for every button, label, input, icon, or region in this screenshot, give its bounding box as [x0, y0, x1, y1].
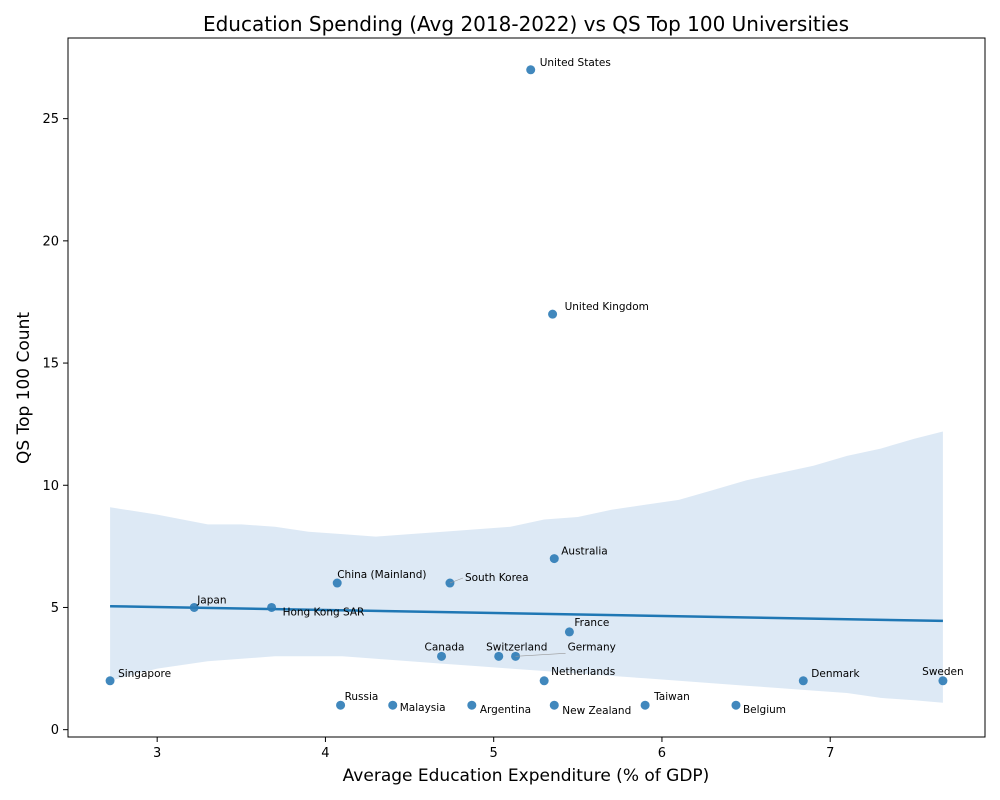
point-hong-kong-sar	[267, 602, 277, 612]
point-sweden	[938, 676, 948, 686]
x-tick-label: 4	[321, 746, 329, 761]
y-axis-label: QS Top 100 Count	[14, 312, 34, 464]
point-united-kingdom	[548, 309, 558, 319]
label-south-korea: South Korea	[465, 572, 529, 584]
label-canada: Canada	[425, 641, 465, 653]
point-taiwan	[640, 700, 650, 710]
x-axis-label: Average Education Expenditure (% of GDP)	[343, 766, 710, 786]
label-france: France	[574, 617, 609, 629]
label-china-mainland: China (Mainland)	[337, 569, 426, 581]
regression-line-layer	[110, 604, 943, 623]
point-china-mainland	[332, 578, 342, 588]
x-axis-ticks: 3 4 5 6 7	[153, 737, 834, 761]
y-tick-label: 5	[51, 601, 59, 616]
y-tick-label: 20	[42, 234, 59, 249]
regression-line	[110, 604, 943, 623]
point-netherlands	[539, 676, 549, 686]
point-argentina	[467, 700, 477, 710]
points-layer	[105, 65, 948, 710]
x-tick-label: 5	[490, 746, 498, 761]
label-australia: Australia	[561, 546, 607, 558]
label-sweden: Sweden	[922, 666, 964, 678]
label-singapore: Singapore	[118, 668, 171, 680]
point-australia	[549, 554, 559, 564]
y-tick-label: 10	[42, 479, 59, 494]
point-malaysia	[388, 700, 398, 710]
x-tick-label: 3	[153, 746, 161, 761]
point-canada	[437, 651, 447, 661]
label-germany: Germany	[568, 641, 616, 653]
label-russia: Russia	[345, 691, 379, 703]
label-united-kingdom: United Kingdom	[565, 301, 649, 313]
chart-title: Education Spending (Avg 2018-2022) vs QS…	[203, 12, 849, 36]
point-japan	[189, 602, 199, 612]
y-tick-label: 25	[42, 112, 59, 127]
point-belgium	[731, 700, 741, 710]
point-united-states	[526, 65, 536, 75]
point-new-zealand	[549, 700, 559, 710]
label-taiwan: Taiwan	[653, 691, 690, 703]
plot-frame	[67, 37, 986, 738]
label-hong-kong-sar: Hong Kong SAR	[283, 606, 365, 618]
label-switzerland: Switzerland	[486, 641, 547, 653]
x-tick-label: 7	[826, 746, 834, 761]
point-singapore	[105, 676, 115, 686]
label-argentina: Argentina	[480, 704, 531, 716]
confidence-band-layer	[110, 431, 943, 703]
label-netherlands: Netherlands	[551, 666, 615, 678]
confidence-band	[110, 431, 943, 703]
y-tick-label: 0	[51, 723, 59, 738]
y-tick-label: 15	[42, 357, 59, 372]
point-france	[564, 627, 574, 637]
label-denmark: Denmark	[811, 668, 860, 680]
label-belgium: Belgium	[743, 704, 786, 716]
point-switzerland	[494, 651, 504, 661]
label-japan: Japan	[196, 594, 226, 606]
label-united-states: United States	[540, 57, 611, 69]
label-malaysia: Malaysia	[400, 702, 446, 714]
label-connector-south-korea	[449, 577, 464, 584]
x-tick-label: 6	[658, 746, 666, 761]
y-axis-ticks: 0 5 10 15 20 25	[42, 112, 68, 738]
label-new-zealand: New Zealand	[562, 705, 631, 717]
point-denmark	[798, 676, 808, 686]
point-russia	[336, 700, 346, 710]
point-labels-layer: United States United Kingdom Australia Chin…	[118, 57, 964, 717]
label-connector-germany	[515, 653, 566, 657]
